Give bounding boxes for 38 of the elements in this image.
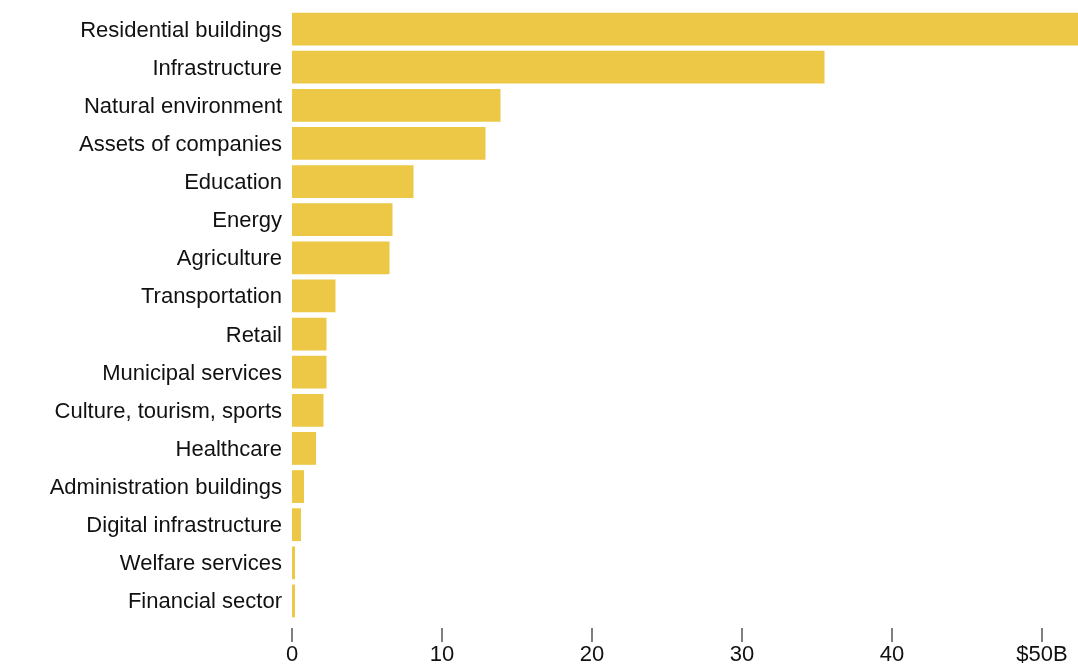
bar [292,279,336,313]
x-tick-label: 0 [285,640,299,666]
bar [292,317,327,351]
y-tick-label: Assets of companies [79,130,282,156]
x-tick-label: 30 [729,640,755,666]
bar [292,165,414,198]
y-tick-label: Municipal services [102,359,282,385]
bar [292,584,295,618]
bar [292,470,304,503]
bar [292,508,301,542]
y-tick-label: Retail [225,321,282,347]
y-tick-label: Digital infrastructure [86,512,282,538]
bar [292,12,1078,46]
x-tick-label: 40 [879,640,905,666]
x-tick-label: 20 [579,640,605,666]
y-tick-label: Financial sector [127,588,282,614]
bar [292,546,295,580]
x-tick-label: $50B [1016,640,1068,666]
bar [292,355,327,389]
y-tick-label: Natural environment [83,92,282,118]
bar [292,127,486,160]
x-tick-label: 10 [429,640,455,666]
y-tick-label: Healthcare [175,435,282,461]
bar [292,50,825,84]
y-tick-label: Residential buildings [80,16,282,42]
y-tick-label: Transportation [140,283,282,309]
y-tick-label: Education [184,169,282,195]
y-tick-label: Infrastructure [152,54,282,80]
bar [292,203,393,237]
bar [292,88,501,122]
y-tick-label: Culture, tourism, sports [54,397,282,423]
y-tick-label: Energy [212,207,282,233]
bar [292,241,390,275]
y-tick-label: Welfare services [119,550,282,576]
bar [292,393,324,427]
bar [292,432,316,465]
y-tick-label: Administration buildings [49,474,282,500]
y-tick-label: Agriculture [176,245,282,271]
